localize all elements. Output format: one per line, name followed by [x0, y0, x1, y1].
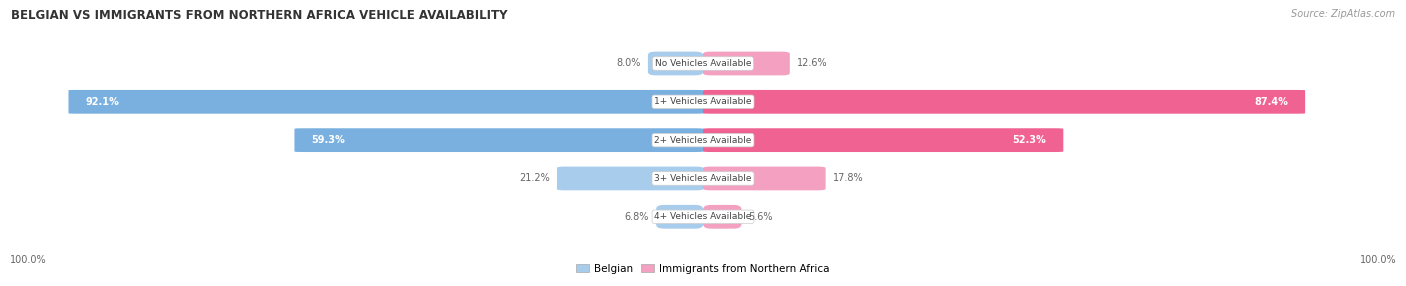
- Text: BELGIAN VS IMMIGRANTS FROM NORTHERN AFRICA VEHICLE AVAILABILITY: BELGIAN VS IMMIGRANTS FROM NORTHERN AFRI…: [11, 9, 508, 21]
- FancyBboxPatch shape: [703, 166, 825, 190]
- Text: No Vehicles Available: No Vehicles Available: [655, 59, 751, 68]
- Text: 52.3%: 52.3%: [1012, 135, 1046, 145]
- Text: 1+ Vehicles Available: 1+ Vehicles Available: [654, 97, 752, 106]
- FancyBboxPatch shape: [703, 128, 1063, 152]
- Text: 3+ Vehicles Available: 3+ Vehicles Available: [654, 174, 752, 183]
- Text: 6.8%: 6.8%: [624, 212, 650, 222]
- Text: 12.6%: 12.6%: [797, 59, 828, 68]
- Text: 2+ Vehicles Available: 2+ Vehicles Available: [654, 136, 752, 145]
- FancyBboxPatch shape: [703, 90, 1305, 114]
- FancyBboxPatch shape: [294, 128, 703, 152]
- Text: 100.0%: 100.0%: [1360, 255, 1396, 265]
- FancyBboxPatch shape: [69, 90, 703, 114]
- Text: 4+ Vehicles Available: 4+ Vehicles Available: [654, 212, 752, 221]
- FancyBboxPatch shape: [648, 51, 703, 76]
- FancyBboxPatch shape: [703, 205, 741, 229]
- Text: 87.4%: 87.4%: [1254, 97, 1288, 107]
- Text: 5.6%: 5.6%: [748, 212, 773, 222]
- Text: 21.2%: 21.2%: [519, 174, 550, 183]
- Legend: Belgian, Immigrants from Northern Africa: Belgian, Immigrants from Northern Africa: [572, 260, 834, 278]
- FancyBboxPatch shape: [703, 51, 790, 76]
- FancyBboxPatch shape: [657, 205, 703, 229]
- Text: 8.0%: 8.0%: [616, 59, 641, 68]
- FancyBboxPatch shape: [557, 166, 703, 190]
- Text: 17.8%: 17.8%: [832, 174, 863, 183]
- Text: 59.3%: 59.3%: [311, 135, 344, 145]
- Text: 92.1%: 92.1%: [86, 97, 120, 107]
- Text: Source: ZipAtlas.com: Source: ZipAtlas.com: [1291, 9, 1395, 19]
- Text: 100.0%: 100.0%: [10, 255, 46, 265]
